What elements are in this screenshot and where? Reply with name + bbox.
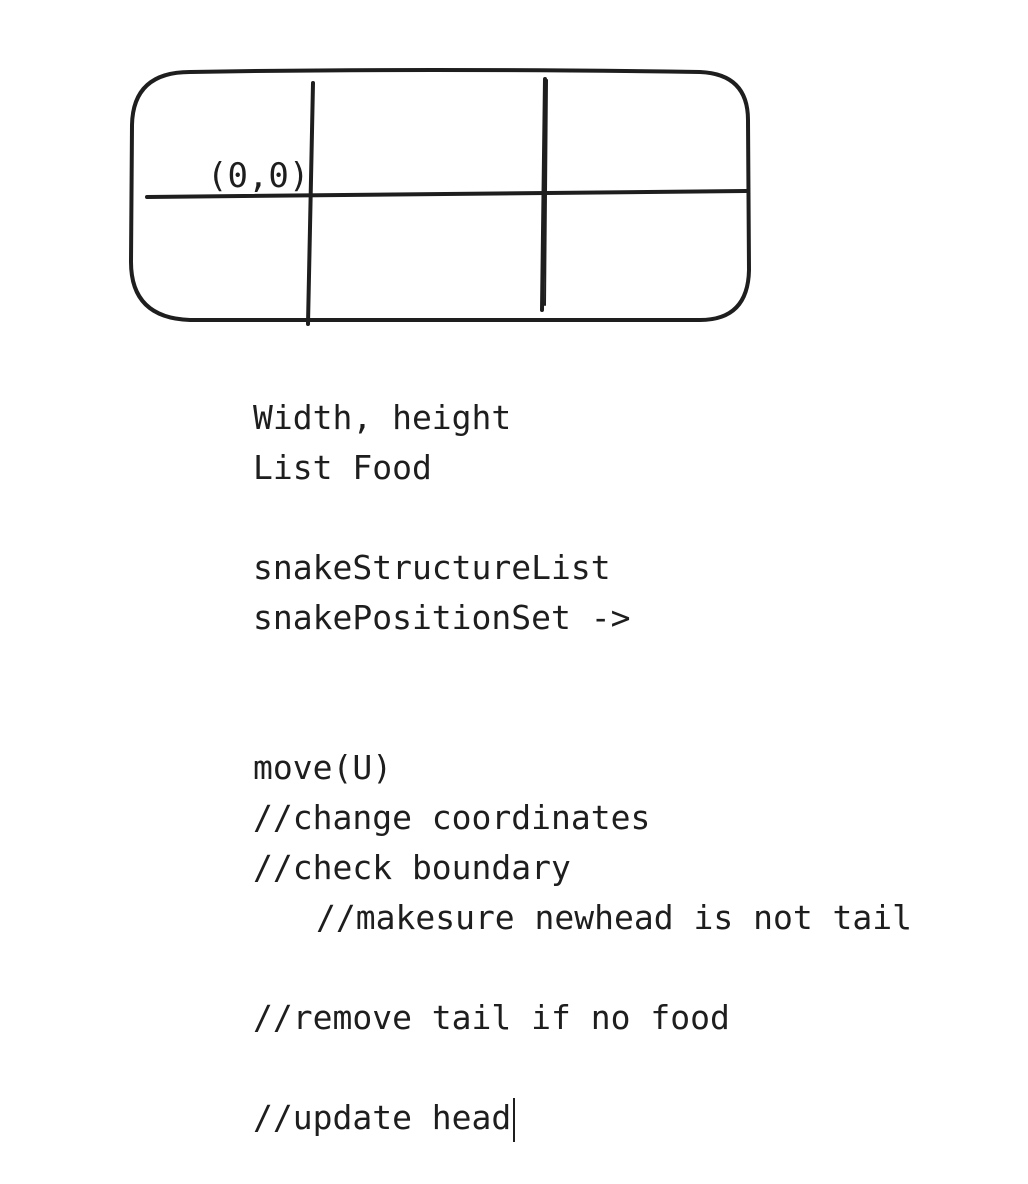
note-line: snakeStructureList bbox=[253, 548, 611, 587]
origin-label: (0,0) bbox=[207, 156, 309, 196]
vertical-divider bbox=[540, 77, 547, 312]
note-line: Width, height bbox=[253, 398, 512, 437]
note-line: List Food bbox=[253, 448, 432, 487]
horizontal-axis bbox=[145, 189, 748, 199]
note-line: //remove tail if no food bbox=[253, 998, 730, 1037]
note-line: snakePositionSet -> bbox=[253, 598, 631, 637]
sketch: (0,0) bbox=[128, 68, 752, 326]
note-line: //makesure newhead is not tail bbox=[316, 898, 913, 937]
vertical-divider bbox=[544, 79, 548, 306]
vertical-divider bbox=[306, 81, 315, 326]
note-line: //update head bbox=[253, 1098, 512, 1137]
board-outline bbox=[128, 68, 752, 322]
note-line: move(U) bbox=[253, 748, 393, 787]
text-caret bbox=[513, 1098, 515, 1142]
note-line: //check boundary bbox=[253, 848, 571, 887]
note-line: //change coordinates bbox=[253, 798, 651, 837]
